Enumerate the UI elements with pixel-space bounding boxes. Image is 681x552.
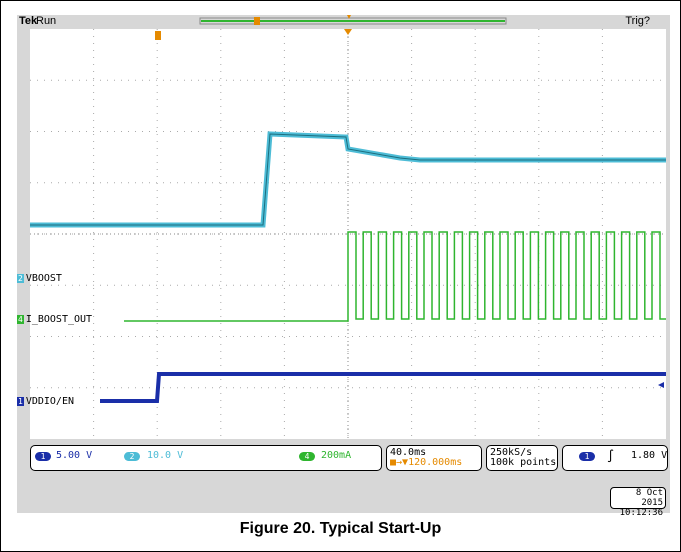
acquisition-box: 250kS/s 100k points [486, 445, 558, 471]
trigger-level: 1.80 V [631, 450, 668, 461]
ch1-indicator: 1 [35, 452, 51, 461]
figure-caption: Figure 20. Typical Start-Up [239, 520, 442, 537]
ch1-ground-marker-icon [658, 382, 664, 388]
trigger-source-indicator: 1 [579, 452, 595, 461]
ch2-vboost-trace-noise [30, 133, 666, 226]
ch1-scale: 5.00 V [56, 450, 93, 461]
record-length: 100k points [490, 457, 557, 468]
timestamp-box: 8 Oct 2015 10:12:36 [610, 487, 666, 518]
brand-label: Tek [19, 15, 38, 27]
oscilloscope-display: Tek Run Trig? 2 VBOOST 4 I_BOOST_OUT 1 VDDI… [17, 15, 670, 518]
ch4-iboost-trace [124, 231, 666, 322]
trigger-edge-icon: ∫ [607, 449, 615, 463]
ch4-scale: 200mA [321, 450, 352, 461]
channel-2-label: 2 VBOOST [17, 273, 62, 284]
trigger-status: Trig? [625, 15, 650, 27]
sample-rate: 250kS/s [490, 447, 533, 458]
acquisition-status: Run [36, 15, 57, 27]
channel-4-label: 4 I_BOOST_OUT [17, 314, 93, 325]
waveform-screen [30, 29, 666, 439]
trigger-box: 1 ∫ 1.80 V [562, 445, 668, 471]
waveform-plot [30, 29, 666, 439]
ch2-scale: 10.0 V [147, 450, 184, 461]
capture-date: 8 Oct 2015 [635, 488, 663, 508]
timebase-box: 40.0ms ■→▼120.000ms [386, 445, 482, 471]
channel-scale-box: 1 5.00 V 2 10.0 V 4 200mA [30, 445, 382, 471]
channel-1-label: 1 VDDIO/EN [17, 396, 74, 407]
ch2-indicator: 2 [124, 452, 140, 461]
status-bar: 1 5.00 V 2 10.0 V 4 200mA 40.0ms ■→▼120.… [30, 445, 668, 471]
top-status-bar: Tek Run Trig? [17, 15, 670, 29]
capture-time: 10:12:36 [619, 508, 663, 518]
ch4-indicator: 4 [299, 452, 315, 461]
record-position-bar [199, 15, 507, 25]
time-per-div: 40.0ms [390, 447, 427, 458]
trigger-time-marker-icon [155, 31, 161, 40]
trigger-position: ■→▼120.000ms [390, 457, 463, 468]
ch1-vddio-trace [100, 372, 666, 403]
trigger-marker-icon [344, 29, 352, 35]
